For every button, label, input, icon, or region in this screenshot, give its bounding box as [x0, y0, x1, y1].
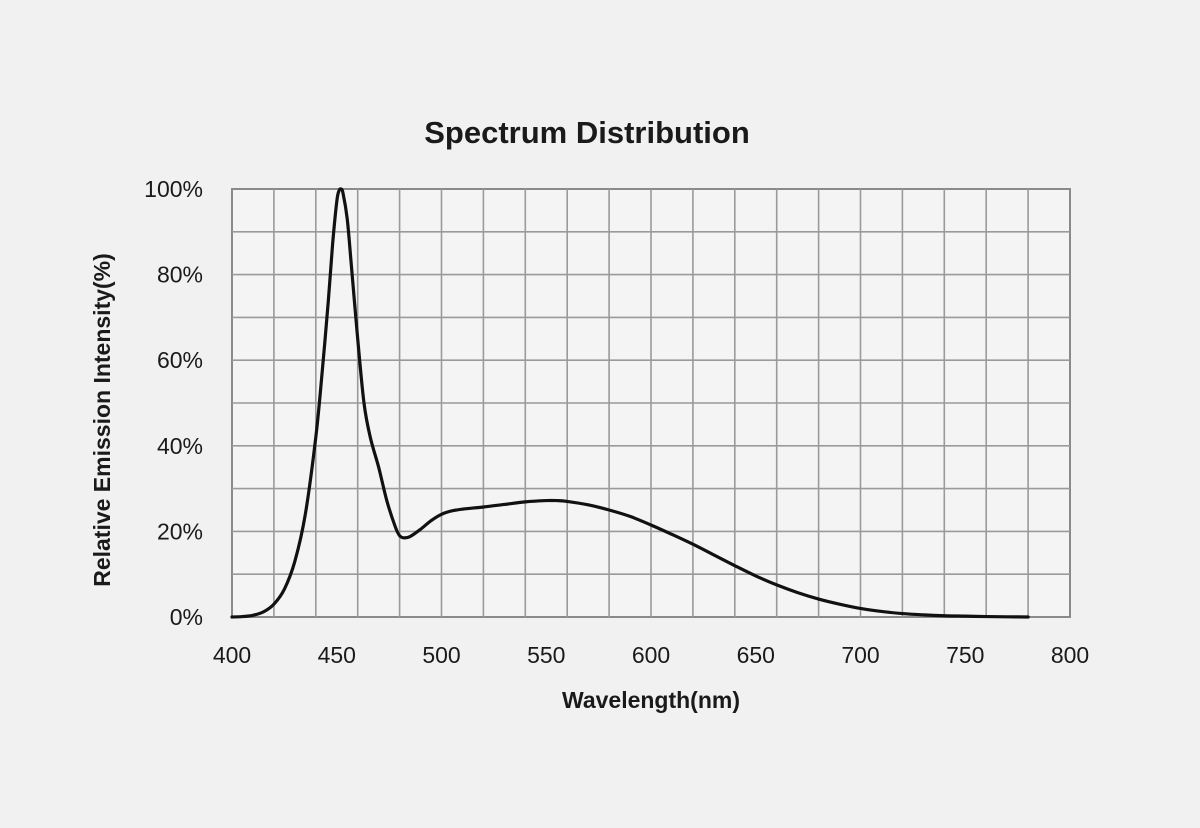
chart-title: Spectrum Distribution [424, 115, 750, 150]
y-tick-label: 0% [170, 604, 203, 630]
y-axis-label: Relative Emission Intensity(%) [89, 253, 115, 587]
x-tick-label: 500 [422, 642, 460, 668]
y-tick-label: 100% [144, 176, 203, 202]
y-axis-ticks: 0% 20% 40% 60% 80% 100% [144, 176, 203, 630]
x-axis-ticks: 400 450 500 550 600 650 700 750 800 [213, 642, 1089, 668]
x-axis-label: Wavelength(nm) [562, 687, 740, 713]
x-tick-label: 750 [946, 642, 984, 668]
x-tick-label: 450 [318, 642, 356, 668]
y-tick-label: 20% [157, 518, 203, 544]
y-tick-label: 40% [157, 433, 203, 459]
y-tick-label: 60% [157, 347, 203, 373]
y-tick-label: 80% [157, 262, 203, 288]
x-tick-label: 400 [213, 642, 251, 668]
series-layer [230, 187, 1030, 619]
spectrum-series-line [230, 187, 1030, 619]
x-tick-label: 550 [527, 642, 565, 668]
grid [232, 189, 1070, 617]
x-tick-label: 650 [737, 642, 775, 668]
x-tick-label: 700 [841, 642, 879, 668]
x-tick-label: 600 [632, 642, 670, 668]
x-tick-label: 800 [1051, 642, 1089, 668]
